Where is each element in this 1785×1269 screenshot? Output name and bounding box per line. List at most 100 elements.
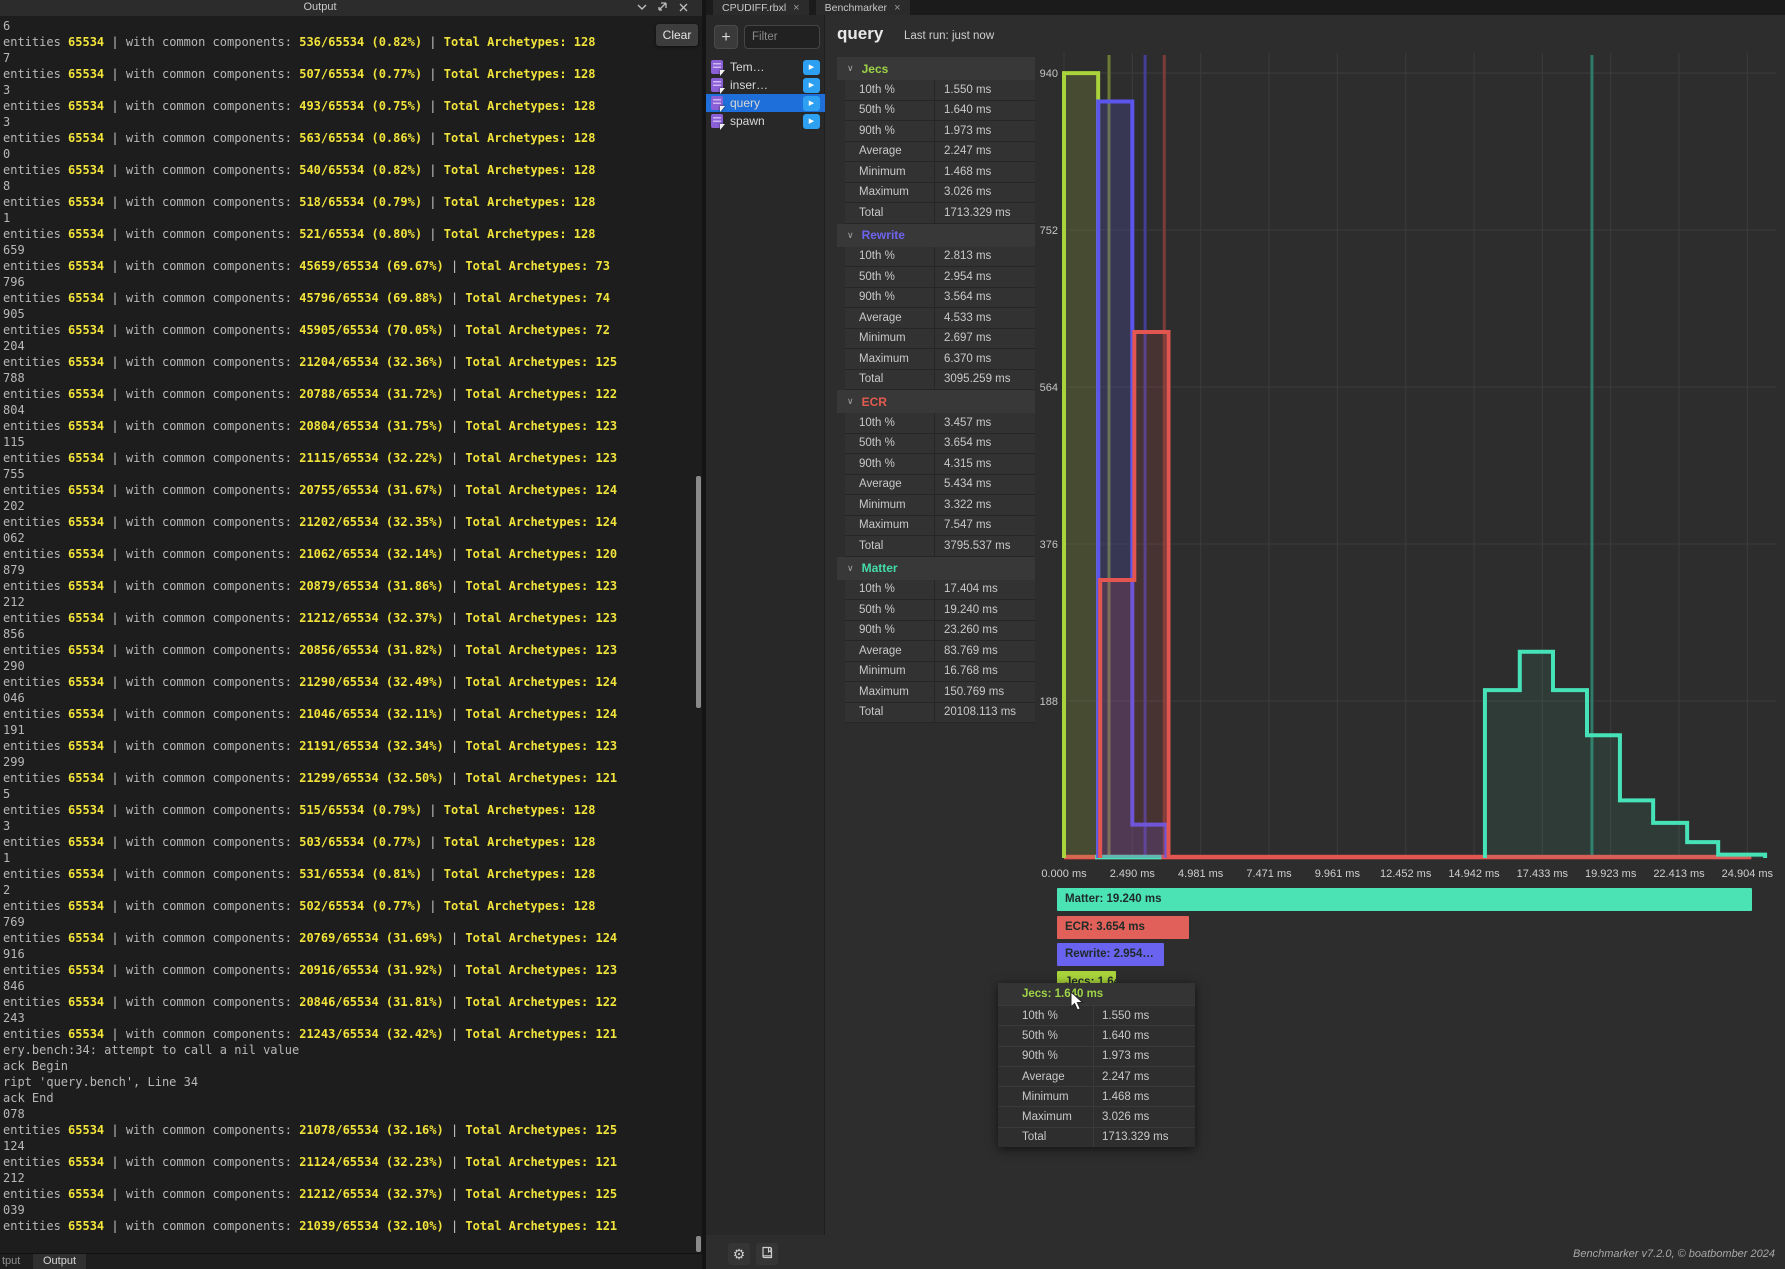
script-icon [711,60,723,74]
x-axis-tick-label: 2.490 ms [1110,868,1156,880]
histogram-chart[interactable]: 188 376 564 752 940 0.000 ms 2.490 ms 4.981 ms 7… [1016,45,1785,890]
tooltip-value: 1713.329 ms [1093,1127,1169,1148]
x-axis-tick-label: 19.923 ms [1585,868,1637,880]
stat-value: 2.954 ms [934,267,991,287]
benchmark-item-label: Tem… [730,60,765,74]
benchmark-title: query [837,24,884,43]
output-log[interactable]: 6 entities 65534 | with common components… [3,18,693,1250]
log-line: 3 [3,819,11,833]
run-benchmark-button[interactable]: ▶ [803,95,820,111]
run-benchmark-button[interactable]: ▶ [803,59,820,75]
log-line: 299 [3,755,25,769]
add-benchmark-button[interactable]: + [714,25,738,49]
legend-bar-ecr[interactable]: ECR: 3.654 ms [1057,915,1189,939]
log-line: entities 65534 | with common components:… [3,1155,618,1169]
benchmark-item-Tem[interactable]: Tem… ▶ [706,58,825,76]
stat-value: 1.640 ms [934,100,991,120]
benchmark-item-inser[interactable]: inser… ▶ [706,76,825,94]
filter-input[interactable] [744,25,820,49]
stat-value: 3.026 ms [934,182,991,202]
log-line: 755 [3,467,25,481]
legend-bar-matter[interactable]: Matter: 19.240 ms [1057,888,1752,911]
tooltip-label: Minimum [1022,1090,1069,1103]
output-scrollbar-bottom[interactable] [696,1236,701,1252]
baseline-ecr [1064,854,1752,860]
tooltip-row: 90th % 1.973 ms [998,1045,1195,1066]
stat-label: Average [859,644,902,657]
stat-label: Maximum [859,519,909,532]
stat-value: 17.404 ms [934,579,998,599]
stats-section-header[interactable]: ∨ Matter [837,556,1035,580]
legend-bar-rewrite[interactable]: Rewrite: 2.954… [1057,943,1164,967]
stat-value: 4.315 ms [934,454,991,474]
docs-button[interactable] [756,1243,778,1265]
stat-row: 10th % 1.550 ms [845,80,1035,101]
stats-section-ecr: ∨ ECR 10th % 3.457 ms 50th % 3.654 ms 90th % 4.… [837,390,1035,557]
output-title: Output [303,1,337,13]
log-line: entities 65534 | with common components:… [3,771,618,785]
stat-value: 4.533 ms [934,308,991,328]
script-icon [711,114,723,128]
stat-row: 90th % 3.564 ms [845,287,1035,308]
run-benchmark-button[interactable]: ▶ [803,113,820,129]
log-line: 046 [3,691,25,705]
stats-section-name: ECR [861,394,887,409]
stat-value: 3095.259 ms [934,369,1011,389]
settings-button[interactable]: ⚙ [728,1243,750,1265]
stat-label: Minimum [859,332,906,345]
histogram-matter[interactable] [1482,649,1768,858]
tooltip-value: 1.640 ms [1093,1026,1149,1046]
stats-section-header[interactable]: ∨ ECR [837,390,1035,413]
gear-icon: ⚙ [732,1245,746,1262]
undock-icon[interactable] [656,1,669,14]
stats-section-header[interactable]: ∨ Jecs [837,57,1035,80]
tab-benchmarker[interactable]: Benchmarker × [815,0,910,15]
y-axis-tick-label: 752 [1040,225,1058,237]
run-benchmark-button[interactable]: ▶ [803,77,820,93]
log-line: 7 [3,51,11,65]
log-line: 1 [3,211,11,225]
stats-section-header[interactable]: ∨ Rewrite [837,223,1035,247]
stat-value: 1713.329 ms [934,203,1011,223]
log-line: 796 [3,275,25,289]
bottom-tab-partial[interactable]: tput [2,1255,21,1267]
output-titlebar[interactable]: Output [0,0,702,16]
stat-row: 50th % 3.654 ms [845,433,1035,454]
log-line: entities 65534 | with common components:… [3,899,596,913]
stat-row: 10th % 2.813 ms [845,246,1035,267]
log-line: 659 [3,243,25,257]
log-line: 204 [3,339,25,353]
close-icon[interactable] [677,1,690,14]
stat-label: Minimum [859,665,906,678]
histogram-ecr[interactable] [1098,329,1171,858]
log-line: entities 65534 | with common components:… [3,643,618,657]
tooltip-label: Average [1022,1070,1065,1083]
tab-close-icon[interactable]: × [894,2,901,14]
stat-value: 1.973 ms [934,121,991,141]
clear-button[interactable]: Clear [656,24,698,46]
tab-label: Benchmarker [824,2,888,14]
x-axis-tick-label: 14.942 ms [1448,868,1500,880]
tooltip-label: Total [1022,1131,1047,1144]
tab-close-icon[interactable]: × [793,2,800,14]
log-line: entities 65534 | with common components:… [3,387,618,401]
log-line: 879 [3,563,25,577]
stat-label: Maximum [859,685,909,698]
histogram-jecs[interactable] [1062,71,1101,858]
tooltip-row: Maximum 3.026 ms [998,1106,1195,1127]
log-line: 846 [3,979,25,993]
benchmark-item-query[interactable]: query ▶ [706,94,825,112]
stat-label: 50th % [859,270,895,283]
bottom-tab-output[interactable]: Output [33,1254,87,1269]
panel-options-chevron-icon[interactable] [635,1,648,14]
tooltip-value: 1.468 ms [1093,1087,1149,1107]
tab-cpudiff-rbxl[interactable]: CPUDIFF.rbxl × [713,0,809,15]
log-line: 212 [3,595,25,609]
log-line: entities 65534 | with common components:… [3,611,618,625]
stat-row: Average 2.247 ms [845,141,1035,162]
y-axis-tick-label: 376 [1040,539,1058,551]
tooltip-row: Average 2.247 ms [998,1065,1195,1087]
log-line: entities 65534 | with common components:… [3,419,618,433]
benchmark-item-spawn[interactable]: spawn ▶ [706,112,825,130]
output-scrollbar-thumb[interactable] [696,476,701,708]
